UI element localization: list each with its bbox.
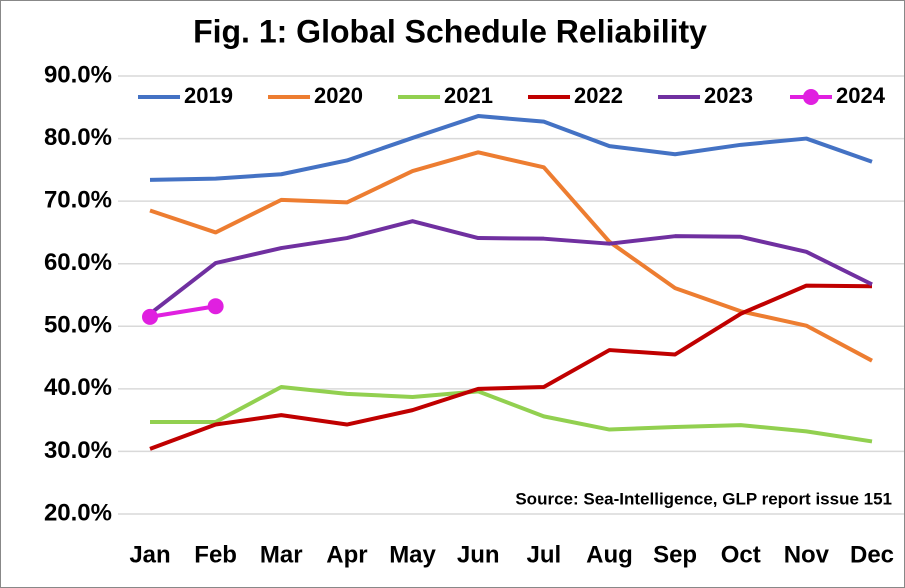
y-tick-label: 80.0% (44, 124, 112, 151)
legend-marker (803, 89, 819, 105)
x-tick-label: Nov (784, 541, 830, 568)
x-tick-label: Mar (260, 541, 303, 568)
series-line (149, 283, 873, 451)
legend-label: 2020 (314, 83, 363, 108)
x-tick-label: Aug (586, 541, 633, 568)
x-tick-label: Dec (850, 541, 894, 568)
legend-label: 2023 (704, 83, 753, 108)
x-tick-label: Oct (721, 541, 761, 568)
legend-label: 2021 (444, 83, 493, 108)
source-note: Source: Sea-Intelligence, GLP report iss… (515, 489, 892, 508)
x-tick-label: Apr (326, 541, 367, 568)
y-tick-label: 20.0% (44, 499, 112, 526)
chart-title: Fig. 1: Global Schedule Reliability (193, 13, 707, 49)
series-line (149, 150, 873, 363)
x-tick-label: Sep (653, 541, 697, 568)
x-tick-label: Jul (526, 541, 561, 568)
series-line (148, 219, 873, 316)
y-tick-label: 70.0% (44, 186, 112, 213)
x-tick-label: Feb (194, 541, 237, 568)
series-line (150, 384, 873, 444)
legend-label: 2022 (574, 83, 623, 108)
series-line (149, 114, 873, 182)
y-tick-label: 40.0% (44, 374, 112, 401)
y-tick-label: 90.0% (44, 61, 112, 88)
x-tick-label: Jun (457, 541, 500, 568)
x-tick-label: May (389, 541, 436, 568)
legend-label: 2019 (184, 83, 233, 108)
y-tick-label: 60.0% (44, 249, 112, 276)
y-tick-label: 50.0% (44, 312, 112, 339)
series-marker (142, 308, 158, 325)
legend-label: 2024 (836, 83, 886, 108)
series-marker (207, 298, 224, 315)
series-line (149, 304, 216, 319)
y-tick-label: 30.0% (44, 437, 112, 464)
x-tick-label: Jan (129, 541, 170, 568)
